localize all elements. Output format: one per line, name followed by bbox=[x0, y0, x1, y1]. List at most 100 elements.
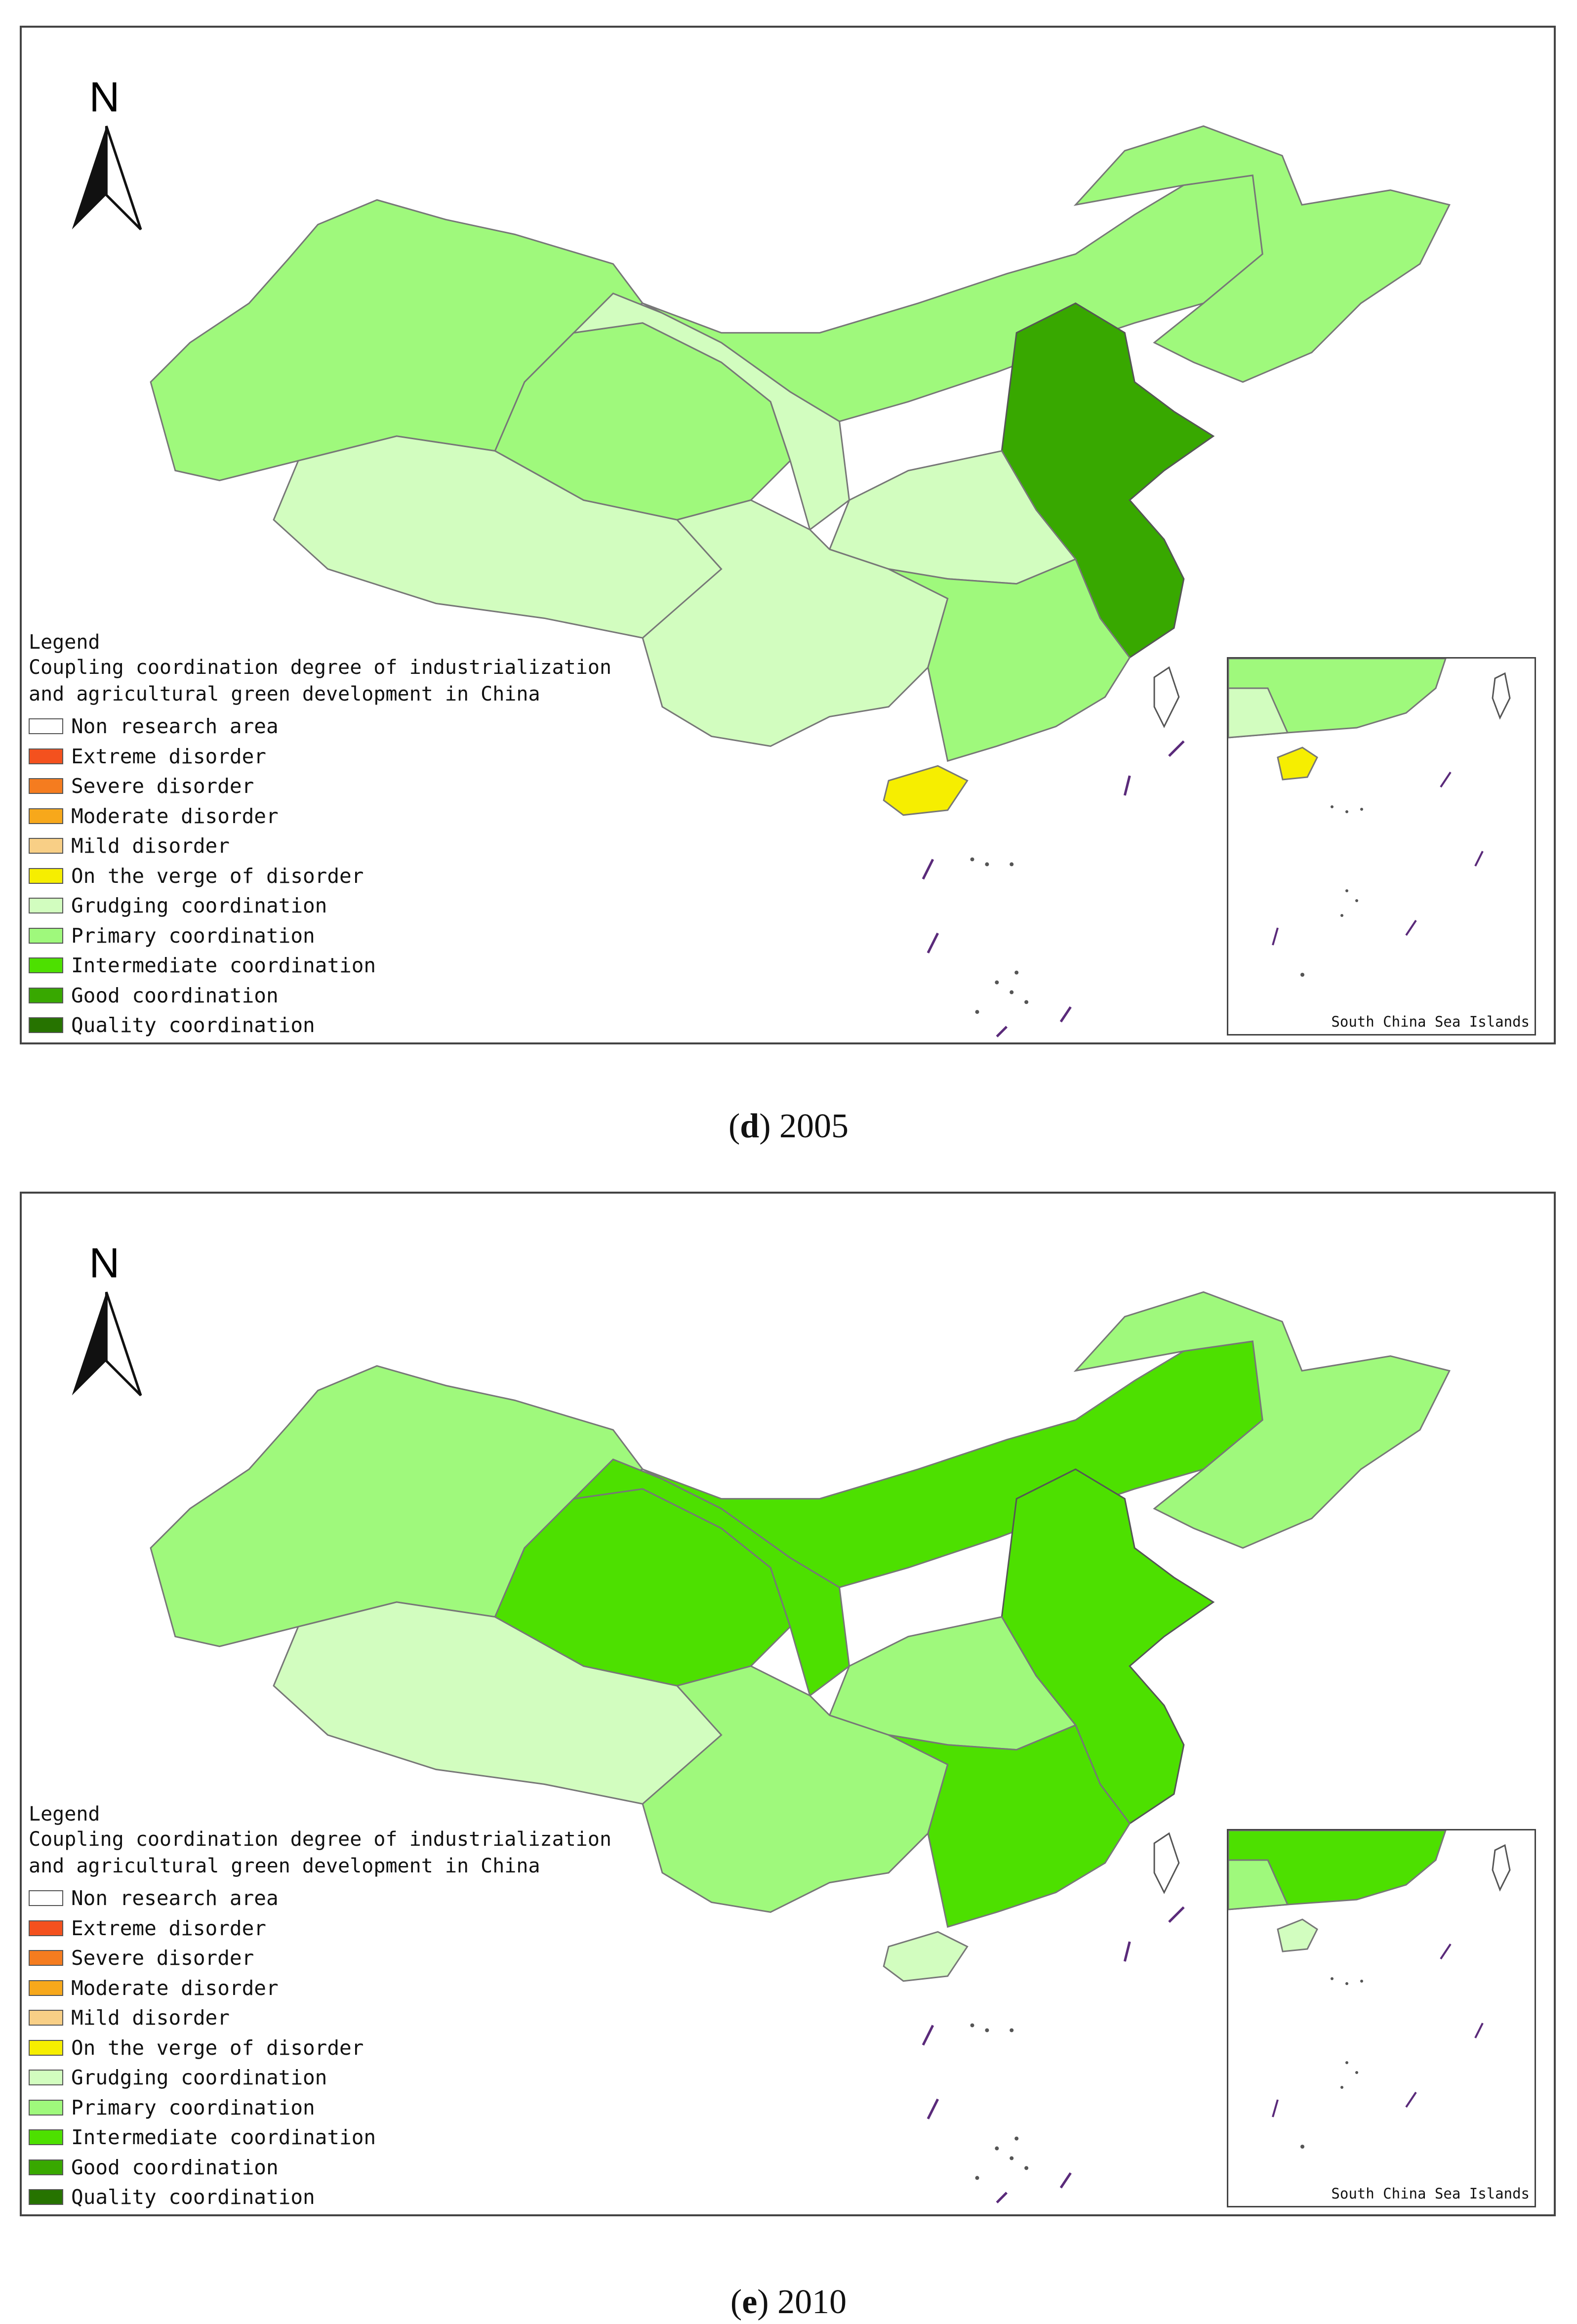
legend-swatch bbox=[29, 2129, 63, 2146]
legend-label: Mild disorder bbox=[71, 2006, 230, 2030]
caption-2005: (d) 2005 bbox=[728, 1107, 849, 1145]
legend-label: Non research area bbox=[71, 1886, 279, 1910]
legend-label: Primary coordination bbox=[71, 923, 315, 948]
legend-swatch bbox=[29, 778, 63, 794]
region-southwest bbox=[642, 499, 949, 747]
legend-swatch bbox=[29, 808, 63, 824]
inset-label: South China Sea Islands bbox=[1331, 1013, 1530, 1030]
map-panel-2010: N Legend Coupling coordination degree of… bbox=[20, 1192, 1556, 2216]
legend-swatch bbox=[29, 2189, 63, 2205]
legend-item: Intermediate coordination bbox=[29, 951, 611, 981]
legend-label: Severe disorder bbox=[71, 1946, 254, 1970]
inset-hainan bbox=[1277, 747, 1318, 781]
legend-item: Severe disorder bbox=[29, 1943, 611, 1973]
legend-swatch bbox=[29, 2099, 63, 2116]
caption-year: 2010 bbox=[777, 2283, 847, 2321]
map-panel-2005: N Legend Coupling coordination deg bbox=[20, 26, 1556, 1044]
legend-item: Moderate disorder bbox=[29, 1973, 611, 2003]
legend-label: Quality coordination bbox=[71, 2185, 315, 2209]
legend-label: Extreme disorder bbox=[71, 744, 266, 768]
inset-map bbox=[1228, 1830, 1511, 2149]
legend-item: Non research area bbox=[29, 711, 611, 742]
legend-item: Primary coordination bbox=[29, 2093, 611, 2123]
legend-item: Moderate disorder bbox=[29, 801, 611, 831]
legend-label: Grudging coordination bbox=[71, 894, 327, 918]
region-south bbox=[888, 558, 1131, 762]
legend-label: Intermediate coordination bbox=[71, 954, 376, 978]
legend-item: Good coordination bbox=[29, 2153, 611, 2183]
legend-label: Intermediate coordination bbox=[71, 2125, 376, 2150]
legend-item: Quality coordination bbox=[29, 2182, 611, 2212]
legend-label: On the verge of disorder bbox=[71, 2035, 364, 2060]
inset-map bbox=[1228, 659, 1511, 977]
legend-title-line1: Coupling coordination degree of industri… bbox=[29, 656, 612, 679]
legend-label: Quality coordination bbox=[71, 1013, 315, 1038]
region-south bbox=[888, 1724, 1131, 1928]
legend-item: Extreme disorder bbox=[29, 1913, 611, 1944]
legend-swatch bbox=[29, 1920, 63, 1936]
region-northeast bbox=[1073, 125, 1451, 383]
legend-swatch bbox=[29, 927, 63, 944]
legend-item: On the verge of disorder bbox=[29, 2033, 611, 2063]
south-china-sea-inset: South China Sea Islands bbox=[1227, 657, 1536, 1036]
legend-item: Non research area bbox=[29, 1883, 611, 1913]
region-northeast bbox=[1073, 1291, 1451, 1549]
legend-item: Grudging coordination bbox=[29, 891, 611, 921]
inset-southwest bbox=[1228, 687, 1289, 739]
legend-swatch bbox=[29, 718, 63, 735]
legend-swatch bbox=[29, 1950, 63, 1966]
legend-item: Quality coordination bbox=[29, 1010, 611, 1040]
legend-label: Extreme disorder bbox=[71, 1916, 266, 1940]
inset-hainan bbox=[1277, 1918, 1318, 1952]
legend-swatch bbox=[29, 2070, 63, 2086]
legend-label: Good coordination bbox=[71, 983, 279, 1007]
legend-label: Severe disorder bbox=[71, 774, 254, 798]
legend-heading: Legend bbox=[29, 631, 100, 654]
caption-letter: e bbox=[742, 2283, 758, 2321]
inset-southwest bbox=[1228, 1859, 1289, 1910]
north-label: N bbox=[89, 73, 120, 121]
caption-letter: d bbox=[740, 1107, 760, 1145]
legend-label: Good coordination bbox=[71, 2155, 279, 2179]
caption-2010: (e) 2010 bbox=[730, 2283, 847, 2321]
legend-title-line1: Coupling coordination degree of industri… bbox=[29, 1828, 612, 1851]
legend-title-line2: and agricultural green development in Ch… bbox=[29, 1855, 540, 1877]
legend-item: Mild disorder bbox=[29, 831, 611, 861]
china-map-2010: N bbox=[72, 1239, 1451, 2203]
legend-swatch bbox=[29, 957, 63, 974]
legend-swatch bbox=[29, 2159, 63, 2175]
legend-2010: Legend Coupling coordination degree of i… bbox=[29, 1802, 611, 2212]
legend-swatch bbox=[29, 838, 63, 854]
legend-label: Primary coordination bbox=[71, 2095, 315, 2119]
legend-swatch bbox=[29, 1017, 63, 1034]
legend-label: Moderate disorder bbox=[71, 804, 279, 828]
legend-heading: Legend bbox=[29, 1803, 100, 1826]
legend-swatch bbox=[29, 898, 63, 914]
legend-swatch bbox=[29, 1890, 63, 1907]
legend-items: Non research area Extreme disorder Sever… bbox=[29, 711, 611, 1040]
legend-label: On the verge of disorder bbox=[71, 864, 364, 888]
legend-label: Moderate disorder bbox=[71, 1976, 279, 2000]
north-arrow-icon: N bbox=[72, 1239, 142, 1397]
legend-label: Non research area bbox=[71, 714, 279, 739]
north-arrow-icon: N bbox=[72, 73, 142, 231]
caption-year: 2005 bbox=[779, 1107, 849, 1145]
legend-swatch bbox=[29, 1980, 63, 1996]
china-map-2005: N bbox=[72, 73, 1451, 1038]
legend-label: Mild disorder bbox=[71, 834, 230, 858]
legend-items: Non research area Extreme disorder Sever… bbox=[29, 1883, 611, 2212]
legend-item: Severe disorder bbox=[29, 771, 611, 801]
legend-2005: Legend Coupling coordination degree of i… bbox=[29, 630, 611, 1040]
legend-item: Good coordination bbox=[29, 981, 611, 1011]
south-china-sea-inset: South China Sea Islands bbox=[1227, 1829, 1536, 2207]
legend-swatch bbox=[29, 2039, 63, 2056]
region-southwest bbox=[642, 1665, 949, 1913]
legend-swatch bbox=[29, 2010, 63, 2026]
region-hainan bbox=[883, 1931, 969, 1982]
legend-item: On the verge of disorder bbox=[29, 861, 611, 891]
north-label: N bbox=[89, 1239, 120, 1286]
legend-label: Grudging coordination bbox=[71, 2066, 327, 2090]
legend-swatch bbox=[29, 748, 63, 764]
region-hainan bbox=[883, 765, 969, 816]
legend-item: Intermediate coordination bbox=[29, 2122, 611, 2153]
